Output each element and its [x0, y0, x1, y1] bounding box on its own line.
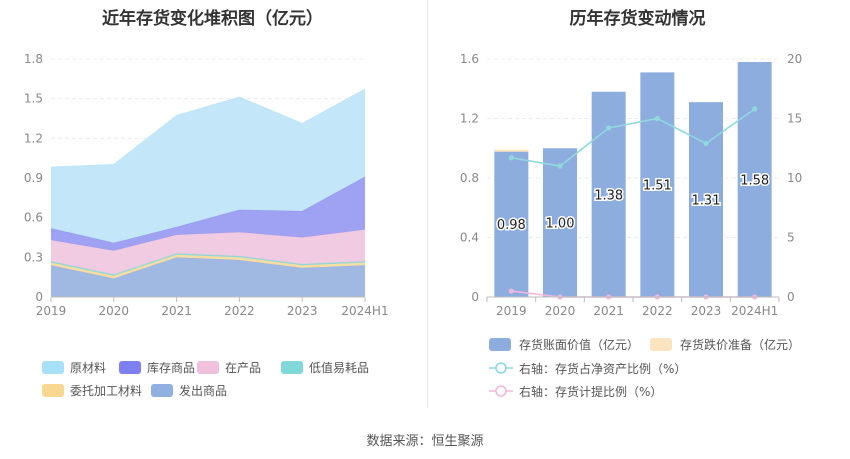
bar — [640, 72, 675, 297]
chart-divider — [427, 0, 428, 408]
area-series-2 — [51, 253, 365, 276]
bar-data-label: 1.51 — [643, 179, 672, 194]
line-point — [752, 106, 758, 112]
legend-swatch — [119, 361, 141, 374]
area-edge-5 — [50, 88, 366, 169]
legend-swatch — [489, 338, 511, 351]
legend-swatch — [151, 384, 173, 397]
area-series-5 — [51, 89, 365, 243]
x-tick-label: 2019 — [496, 304, 527, 318]
left-chart-title: 近年存货变化堆积图（亿元） — [102, 9, 323, 29]
legend-label: 委托加工材料 — [70, 384, 142, 398]
line-point — [557, 163, 563, 169]
bar-data-label: 1.31 — [692, 194, 721, 209]
y-tick-label: 0 — [35, 290, 43, 304]
legend-label: 存货跌价准备（亿元） — [680, 337, 800, 352]
right-chart-title: 历年存货变动情况 — [569, 9, 706, 29]
y-tick-label: 1.2 — [24, 131, 43, 145]
x-tick-label: 2022 — [224, 304, 255, 318]
y2-tick-label: 20 — [787, 52, 802, 66]
bar — [543, 148, 577, 297]
bar — [737, 61, 772, 297]
y2-tick-label: 15 — [787, 112, 802, 126]
legend-marker — [495, 362, 507, 374]
x-tick-label: 2024H1 — [731, 304, 778, 318]
bar-line-chart: 0 0.4 0.8 1.2 1.6 0 5 10 15 20 0.98 1.00 1.38 1.51 1.3… — [460, 52, 802, 399]
area-series-0 — [51, 257, 365, 297]
legend-swatch — [281, 361, 303, 374]
y-tick-label: 1.6 — [460, 52, 479, 66]
x-tick-label: 2019 — [36, 304, 67, 318]
y-tick-label: 1.2 — [460, 112, 479, 126]
y-tick-label: 0.4 — [460, 231, 479, 245]
x-tick-label: 2023 — [287, 304, 318, 318]
area-series-4 — [51, 176, 365, 251]
legend-swatch — [650, 338, 672, 351]
legend-label: 右轴：存货计提比例（%） — [519, 384, 662, 399]
legend-swatch — [42, 384, 64, 397]
area-series-3 — [51, 229, 365, 275]
line-point — [508, 155, 514, 161]
legend-marker — [495, 385, 507, 397]
x-tick-label: 2020 — [99, 304, 130, 318]
area-series-1 — [51, 254, 365, 279]
bar-data-label: 1.00 — [546, 217, 575, 232]
legend-label: 原材料 — [70, 361, 106, 375]
data-source: 数据来源：恒生聚源 — [366, 434, 484, 449]
y2-tick-label: 10 — [787, 171, 802, 185]
reserve-bar — [494, 149, 529, 152]
y-tick-label: 0.8 — [460, 171, 479, 185]
x-tick-label: 2021 — [161, 304, 192, 318]
y-tick-label: 1.8 — [24, 52, 43, 66]
y-tick-label: 0.3 — [24, 250, 43, 264]
y-tick-label: 0.9 — [24, 171, 43, 185]
line-point — [606, 125, 612, 131]
legend-label: 库存商品 — [147, 360, 195, 375]
stacked-area-chart: 0 0.3 0.6 0.9 1.2 1.5 1.8 2019 2020 2021 2022 2023 2… — [24, 52, 389, 398]
y2-tick-label: 0 — [787, 290, 795, 304]
y-tick-label: 1.5 — [24, 92, 43, 106]
y-tick-label: 0 — [471, 290, 479, 304]
legend-swatch — [197, 361, 219, 374]
bar-data-label: 1.58 — [740, 173, 769, 188]
y-tick-label: 0.6 — [24, 211, 43, 225]
x-tick-label: 2023 — [691, 304, 722, 318]
legend-label: 存货账面价值（亿元） — [519, 337, 639, 352]
legend-swatch — [42, 361, 64, 374]
legend-label: 右轴：存货占净资产比例（%） — [519, 361, 686, 376]
x-tick-label: 2020 — [545, 304, 576, 318]
line-series-0 — [511, 108, 756, 167]
x-tick-label: 2021 — [593, 304, 624, 318]
line-point — [703, 140, 709, 147]
bar-data-label: 0.98 — [497, 218, 526, 233]
bar — [494, 151, 529, 297]
legend-label: 发出商品 — [179, 383, 227, 398]
bar-data-label: 1.38 — [594, 188, 623, 203]
line-point — [508, 288, 514, 294]
y2-tick-label: 5 — [787, 231, 795, 245]
legend-label: 低值易耗品 — [309, 360, 369, 375]
x-tick-label: 2024H1 — [341, 304, 388, 318]
legend-label: 在产品 — [225, 361, 261, 375]
line-point — [654, 115, 660, 122]
x-tick-label: 2022 — [642, 304, 673, 318]
